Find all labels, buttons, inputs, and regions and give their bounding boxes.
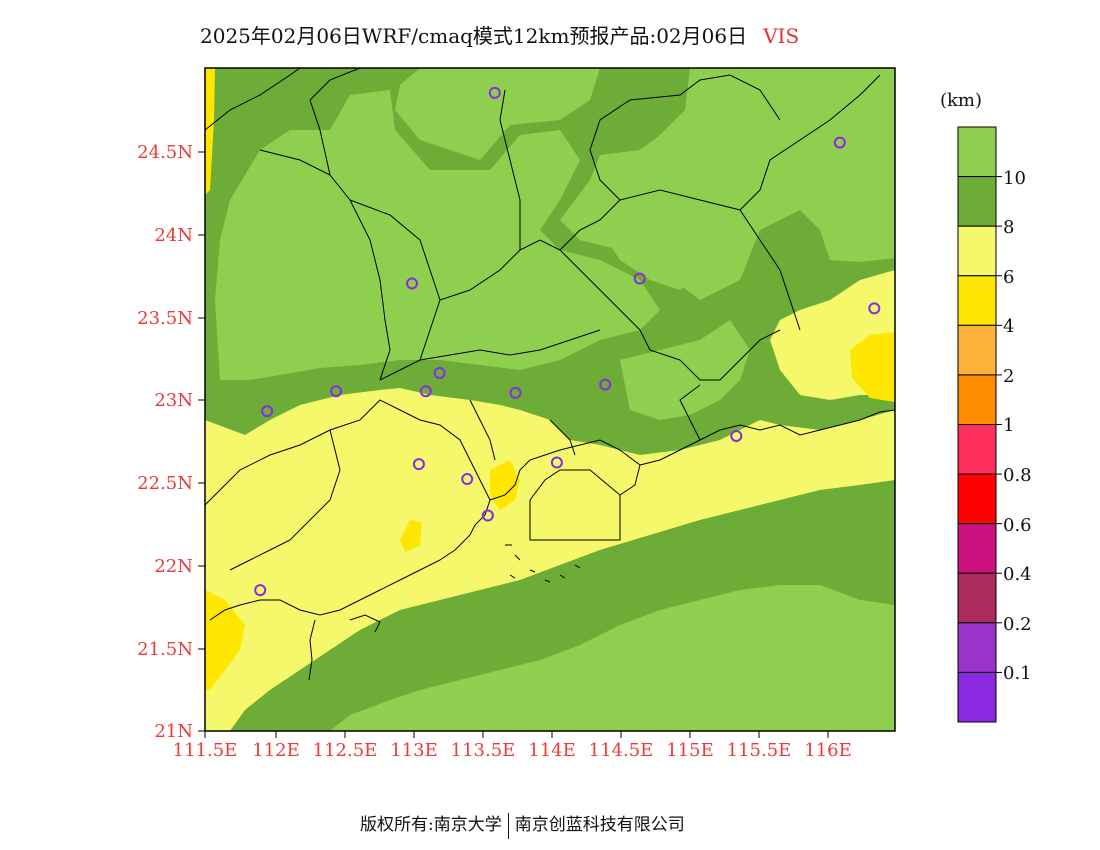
legend-swatch-8_10 <box>957 176 997 227</box>
legend-swatch-0-2_0.4 <box>957 572 997 624</box>
copyright-company: 南京创蓝科技有限公司 <box>514 815 685 835</box>
legend-swatch-0-8_1 <box>957 424 997 475</box>
lon-label-111-5e: 111.5E <box>172 740 238 761</box>
field-ge10-patch-3 <box>600 120 750 290</box>
station-marker-3 <box>406 277 418 290</box>
legend-swatch-0-1_0.2 <box>957 622 997 673</box>
field-ge10-patch-2 <box>620 320 750 420</box>
station-marker-13 <box>412 458 425 471</box>
field-4-6-west <box>400 520 422 552</box>
field-6-8-coastal <box>205 270 895 731</box>
station-marker-2 <box>833 136 846 149</box>
legend-label-4: 4 <box>1003 316 1015 337</box>
boundaries <box>205 68 895 681</box>
station-marker-4 <box>633 272 646 285</box>
lat-label-22-5n: 22.5N <box>137 473 193 494</box>
lat-label-24-5n: 24.5N <box>137 142 193 163</box>
legend-label-8: 8 <box>1003 217 1015 238</box>
legend-swatch-2_4 <box>957 324 997 376</box>
province-boundaries <box>205 68 881 571</box>
field-ge10-patch-1 <box>215 90 660 380</box>
station-marker-12 <box>730 429 743 442</box>
coastline <box>205 399 895 621</box>
station-marker-9 <box>509 386 522 399</box>
legend-swatch-lt0-1 <box>957 671 997 723</box>
lat-label-22n: 22N <box>154 556 193 577</box>
axis-ticks <box>198 151 829 738</box>
field-4-6-sw <box>205 590 245 690</box>
field-ge10-patch-4 <box>760 80 895 250</box>
legend-label-0-4: 0.4 <box>1003 564 1032 585</box>
station-marker-11 <box>261 405 274 418</box>
legend-label-0-6: 0.6 <box>1003 515 1032 536</box>
variable-name: VIS <box>763 24 800 48</box>
lon-label-113-5e: 113.5E <box>450 740 516 761</box>
outlying-islands <box>308 544 581 681</box>
station-marker-16 <box>481 509 494 522</box>
lon-label-112e: 112E <box>252 740 300 761</box>
station-marker-1 <box>488 86 501 99</box>
footer-separator <box>507 812 509 839</box>
legend-swatch-1_2 <box>957 374 997 425</box>
legend-label-1: 1 <box>1003 415 1015 436</box>
copyright-owner: 版权所有:南京大学 <box>360 815 502 835</box>
legend-swatch-4_6 <box>957 275 997 326</box>
contour-fields <box>205 68 895 731</box>
station-marker-17 <box>254 584 267 597</box>
map-title-text: 2025年02月06日WRF/cmaq模式12km预报产品:02月06日 <box>200 24 748 48</box>
field-4-6-east <box>850 332 895 402</box>
copyright-footer: 版权所有:南京大学 南京创蓝科技有限公司 <box>360 810 685 839</box>
station-marker-7 <box>330 385 343 398</box>
field-4-6-north-strip <box>205 68 215 195</box>
lon-label-114-5e: 114.5E <box>588 740 654 761</box>
legend-swatch-0-6_0.8 <box>957 473 997 525</box>
lon-label-112-5e: 112.5E <box>312 740 378 761</box>
map-title: 2025年02月06日WRF/cmaq模式12km预报产品:02月06日 VIS <box>200 20 920 50</box>
station-marker-6 <box>433 366 446 379</box>
lat-label-24n: 24N <box>154 225 193 246</box>
station-marker-5 <box>868 302 881 315</box>
lat-label-21n: 21N <box>154 721 193 742</box>
station-marker-14 <box>550 456 563 469</box>
legend-unit: (km) <box>940 90 983 111</box>
station-markers <box>254 86 881 597</box>
legend-label-0-8: 0.8 <box>1003 465 1032 486</box>
legend-label-10: 10 <box>1003 168 1026 189</box>
station-marker-8 <box>419 385 432 398</box>
legend-swatch-ge10 <box>957 126 997 178</box>
station-marker-10 <box>599 378 612 391</box>
station-marker-15 <box>461 473 474 486</box>
legend-swatch-0-4_0.6 <box>957 523 997 574</box>
lat-label-23n: 23N <box>154 390 193 411</box>
lat-label-23-5n: 23.5N <box>137 308 193 329</box>
lon-label-115e: 115E <box>666 740 714 761</box>
legend-label-2: 2 <box>1003 366 1015 387</box>
lat-label-21-5n: 21.5N <box>137 639 193 660</box>
legend-colorbar <box>957 126 1002 723</box>
legend-label-6: 6 <box>1003 267 1015 288</box>
field-ge10-offshore <box>330 585 895 731</box>
lon-label-116e: 116E <box>804 740 852 761</box>
legend-swatch-6_8 <box>957 225 997 277</box>
lon-label-114e: 114E <box>528 740 576 761</box>
lon-label-115-5e: 115.5E <box>726 740 792 761</box>
legend-label-0-1: 0.1 <box>1003 663 1032 684</box>
legend-label-0-2: 0.2 <box>1003 614 1032 635</box>
lon-label-113e: 113E <box>390 740 438 761</box>
